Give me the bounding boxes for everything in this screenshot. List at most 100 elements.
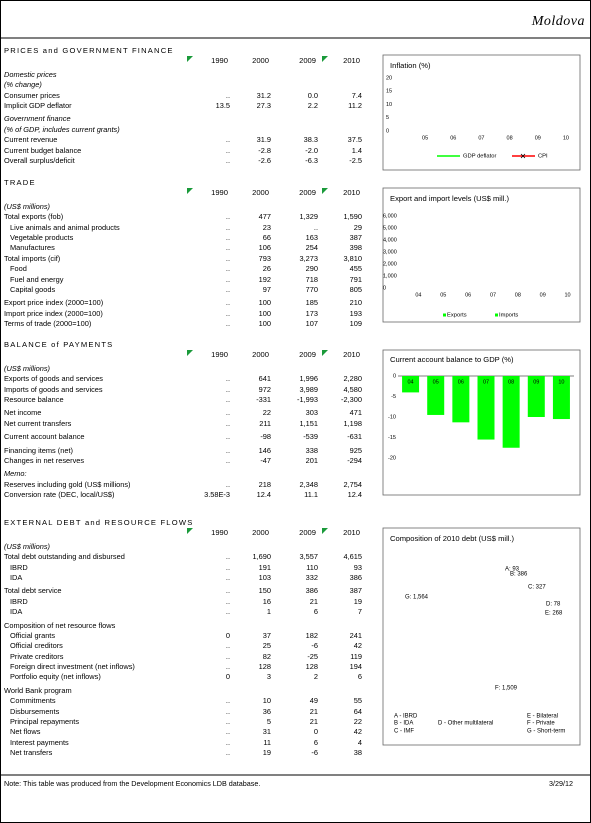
cell-value: 2.2 <box>307 100 318 110</box>
column-header: 1990 <box>211 528 228 538</box>
flag <box>322 528 328 534</box>
cell-value: 82 <box>262 651 271 661</box>
x-tick-label: 08 <box>515 292 521 298</box>
flag <box>187 350 193 356</box>
table-row: World Bank program <box>0 686 375 696</box>
table-row: Import price index (2000=100).. 100 173 193 <box>0 309 375 319</box>
row-label: Current budget balance <box>4 145 82 155</box>
table-row: Financing items (net).. 146 338 925 <box>0 446 375 456</box>
table-row: Conversion rate (DEC, local/US$) 3.58E-3 1… <box>0 490 375 500</box>
table-row: Government finance <box>0 114 375 124</box>
row-label: Overall surplus/deficit <box>4 155 75 165</box>
cell-value: .. <box>225 552 230 562</box>
chart-title: Export and import levels (US$ mill.) <box>390 194 509 203</box>
cell-value: .. <box>225 572 230 582</box>
cell-value: -539 <box>303 432 318 442</box>
table-row: Commitments.. 10 49 55 <box>0 696 375 706</box>
cell-value: .. <box>225 222 230 232</box>
table-row: Total debt service.. 150 386 387 <box>0 586 375 596</box>
row-label: Official grants <box>10 630 56 640</box>
cell-value: -2.6 <box>258 155 271 165</box>
row-label: Reserves including gold (US$ millions) <box>4 479 131 489</box>
row-label: Current revenue <box>4 135 58 145</box>
cell-value: .. <box>313 222 318 232</box>
cell-value: 6 <box>313 737 318 747</box>
flag <box>322 350 328 356</box>
table-row: Reserves including gold (US$ millions)..… <box>0 480 375 490</box>
cell-value: .. <box>225 748 230 758</box>
y-tick-label: 5 <box>386 115 389 121</box>
cell-value: .. <box>225 641 230 651</box>
cell-value: .. <box>225 418 230 428</box>
cell-value: .. <box>225 274 230 284</box>
row-label: (% of GDP, includes current grants) <box>4 124 120 134</box>
x-tick-label: 10 <box>565 292 571 298</box>
column-header: 2000 <box>252 528 269 538</box>
table-row: Fuel and energy.. 192 718 791 <box>0 275 375 285</box>
legend-swatch <box>495 313 498 317</box>
table-row: Net current transfers.. 211 1,151 1,198 <box>0 419 375 429</box>
x-tick-label: 09 <box>533 379 539 385</box>
cell-value: 103 <box>258 572 271 582</box>
row-label: Import price index (2000=100) <box>4 308 103 318</box>
cell-value: 106 <box>258 243 271 253</box>
cell-value: 805 <box>349 284 362 294</box>
cell-value: 1,690 <box>252 552 272 562</box>
cell-value: 19 <box>262 748 271 758</box>
cell-value: .. <box>225 308 230 318</box>
x-tick-label: 06 <box>458 379 464 385</box>
cell-value: 31.9 <box>256 135 271 145</box>
cell-value: -47 <box>260 455 271 465</box>
cell-value: 11.2 <box>348 100 362 110</box>
table-row: Interest payments.. 11 6 4 <box>0 738 375 748</box>
row-label: Export price index (2000=100) <box>4 298 104 308</box>
section: TRADE 1990 2000 2009 2010 (US$ millions) Total… <box>0 178 375 329</box>
table-row: Exports of goods and services.. 641 1,996 2… <box>0 374 375 384</box>
footer-note: Note: This table was produced from the D… <box>4 779 261 788</box>
cell-value: 3,273 <box>299 253 319 263</box>
cell-value: 128 <box>305 662 318 672</box>
cell-value: 55 <box>353 696 362 706</box>
legend-entry: E - Bilateral <box>527 714 558 720</box>
x-tick-label: 07 <box>478 135 484 141</box>
chart-title: Current account balance to GDP (%) <box>390 355 514 364</box>
cell-value: .. <box>225 562 230 572</box>
row-label: Exports of goods and services <box>4 374 104 384</box>
y-tick-label: 1,000 <box>383 273 397 279</box>
table-row: Total exports (fob).. 477 1,329 1,590 <box>0 212 375 222</box>
cell-value: 338 <box>305 445 318 455</box>
cell-value: 128 <box>258 662 271 672</box>
cell-value: 163 <box>305 232 318 242</box>
column-header: 1990 <box>211 188 228 198</box>
row-group: Export price index (2000=100).. 100 185 210… <box>0 298 375 329</box>
y-tick-label: 5,000 <box>383 225 397 231</box>
slice-label: A: 93 <box>505 567 520 573</box>
table-row: Foreign direct investment (net inflows).… <box>0 662 375 672</box>
row-group: Current account balance.. -98 -539 -631 <box>0 432 375 442</box>
table-row: Food.. 26 290 455 <box>0 264 375 274</box>
table-row: Composition of net resource flows <box>0 621 375 631</box>
bar <box>402 376 420 393</box>
cell-value: .. <box>225 607 230 617</box>
cell-value: -98 <box>260 432 271 442</box>
cell-value: .. <box>225 455 230 465</box>
table-row: Changes in net reserves.. -47 201 -294 <box>0 456 375 466</box>
row-group: Domestic prices (% change) Consumer prices… <box>0 70 375 112</box>
row-label: Net flows <box>10 727 41 737</box>
y-tick-label: 3,000 <box>383 249 397 255</box>
cell-value: 16 <box>262 596 271 606</box>
cell-value: 455 <box>349 264 362 274</box>
cell-value: 3.58E-3 <box>204 490 230 500</box>
x-tick-label: 05 <box>440 292 446 298</box>
table-row: IDA.. 1 6 7 <box>0 607 375 617</box>
cell-value: .. <box>225 212 230 222</box>
bar <box>477 376 495 440</box>
cell-value: .. <box>225 90 230 100</box>
legend-entry: GDP deflator <box>463 154 496 160</box>
cell-value: -2.8 <box>258 145 271 155</box>
cell-value: -1,993 <box>297 394 318 404</box>
bar <box>527 376 545 417</box>
flags <box>187 56 328 534</box>
table-row: Current account balance.. -98 -539 -631 <box>0 432 375 442</box>
column-header: 2010 <box>343 350 360 360</box>
